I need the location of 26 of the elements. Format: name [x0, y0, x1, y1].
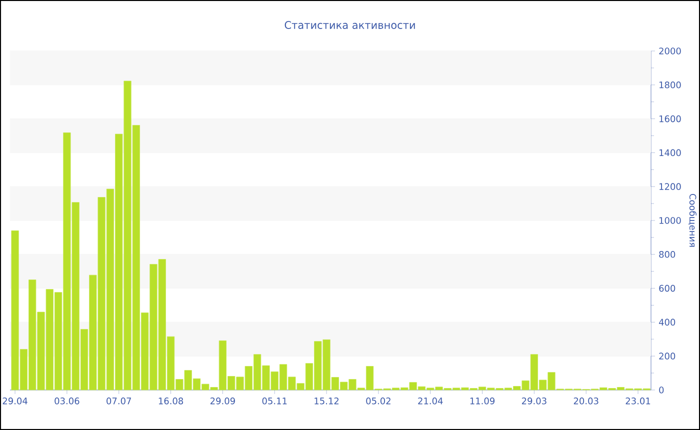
y-tick-label: 1200: [660, 183, 681, 190]
y-tick-label: 1400: [660, 149, 681, 156]
y-tick-label: 800: [659, 250, 676, 258]
x-tick-label: 23.01: [626, 398, 650, 404]
x-tick-label: 07.07: [106, 398, 131, 404]
y-axis-title: Сообщения: [688, 194, 697, 247]
x-tick-label: 29.09: [210, 398, 235, 404]
y-tick-label: 0: [659, 386, 664, 394]
y-tick-label: 1800: [660, 81, 681, 88]
y-tick-label: 1600: [660, 115, 681, 122]
x-tick-label: 11.09: [470, 398, 495, 404]
x-tick-label: 05.02: [366, 398, 390, 404]
x-tick-label: 16.08: [158, 398, 184, 404]
x-tick-label: 29.03: [522, 398, 546, 404]
y-tick-label: 200: [659, 352, 676, 360]
x-tick-label: 03.06: [54, 398, 80, 404]
x-tick-label: 15.12: [314, 398, 339, 404]
x-tick-label: 29.04: [2, 398, 28, 404]
y-tick-label: 2000: [659, 48, 681, 54]
x-tick-label: 05.11: [262, 398, 287, 404]
x-tick-label: 21.04: [418, 398, 443, 404]
x-tick-label: 20.03: [574, 398, 598, 404]
y-tick-label: 600: [659, 284, 676, 292]
y-tick-label: 1000: [660, 217, 681, 224]
y-tick-label: 400: [658, 318, 676, 326]
chart-title: Статистика активности: [284, 21, 415, 29]
